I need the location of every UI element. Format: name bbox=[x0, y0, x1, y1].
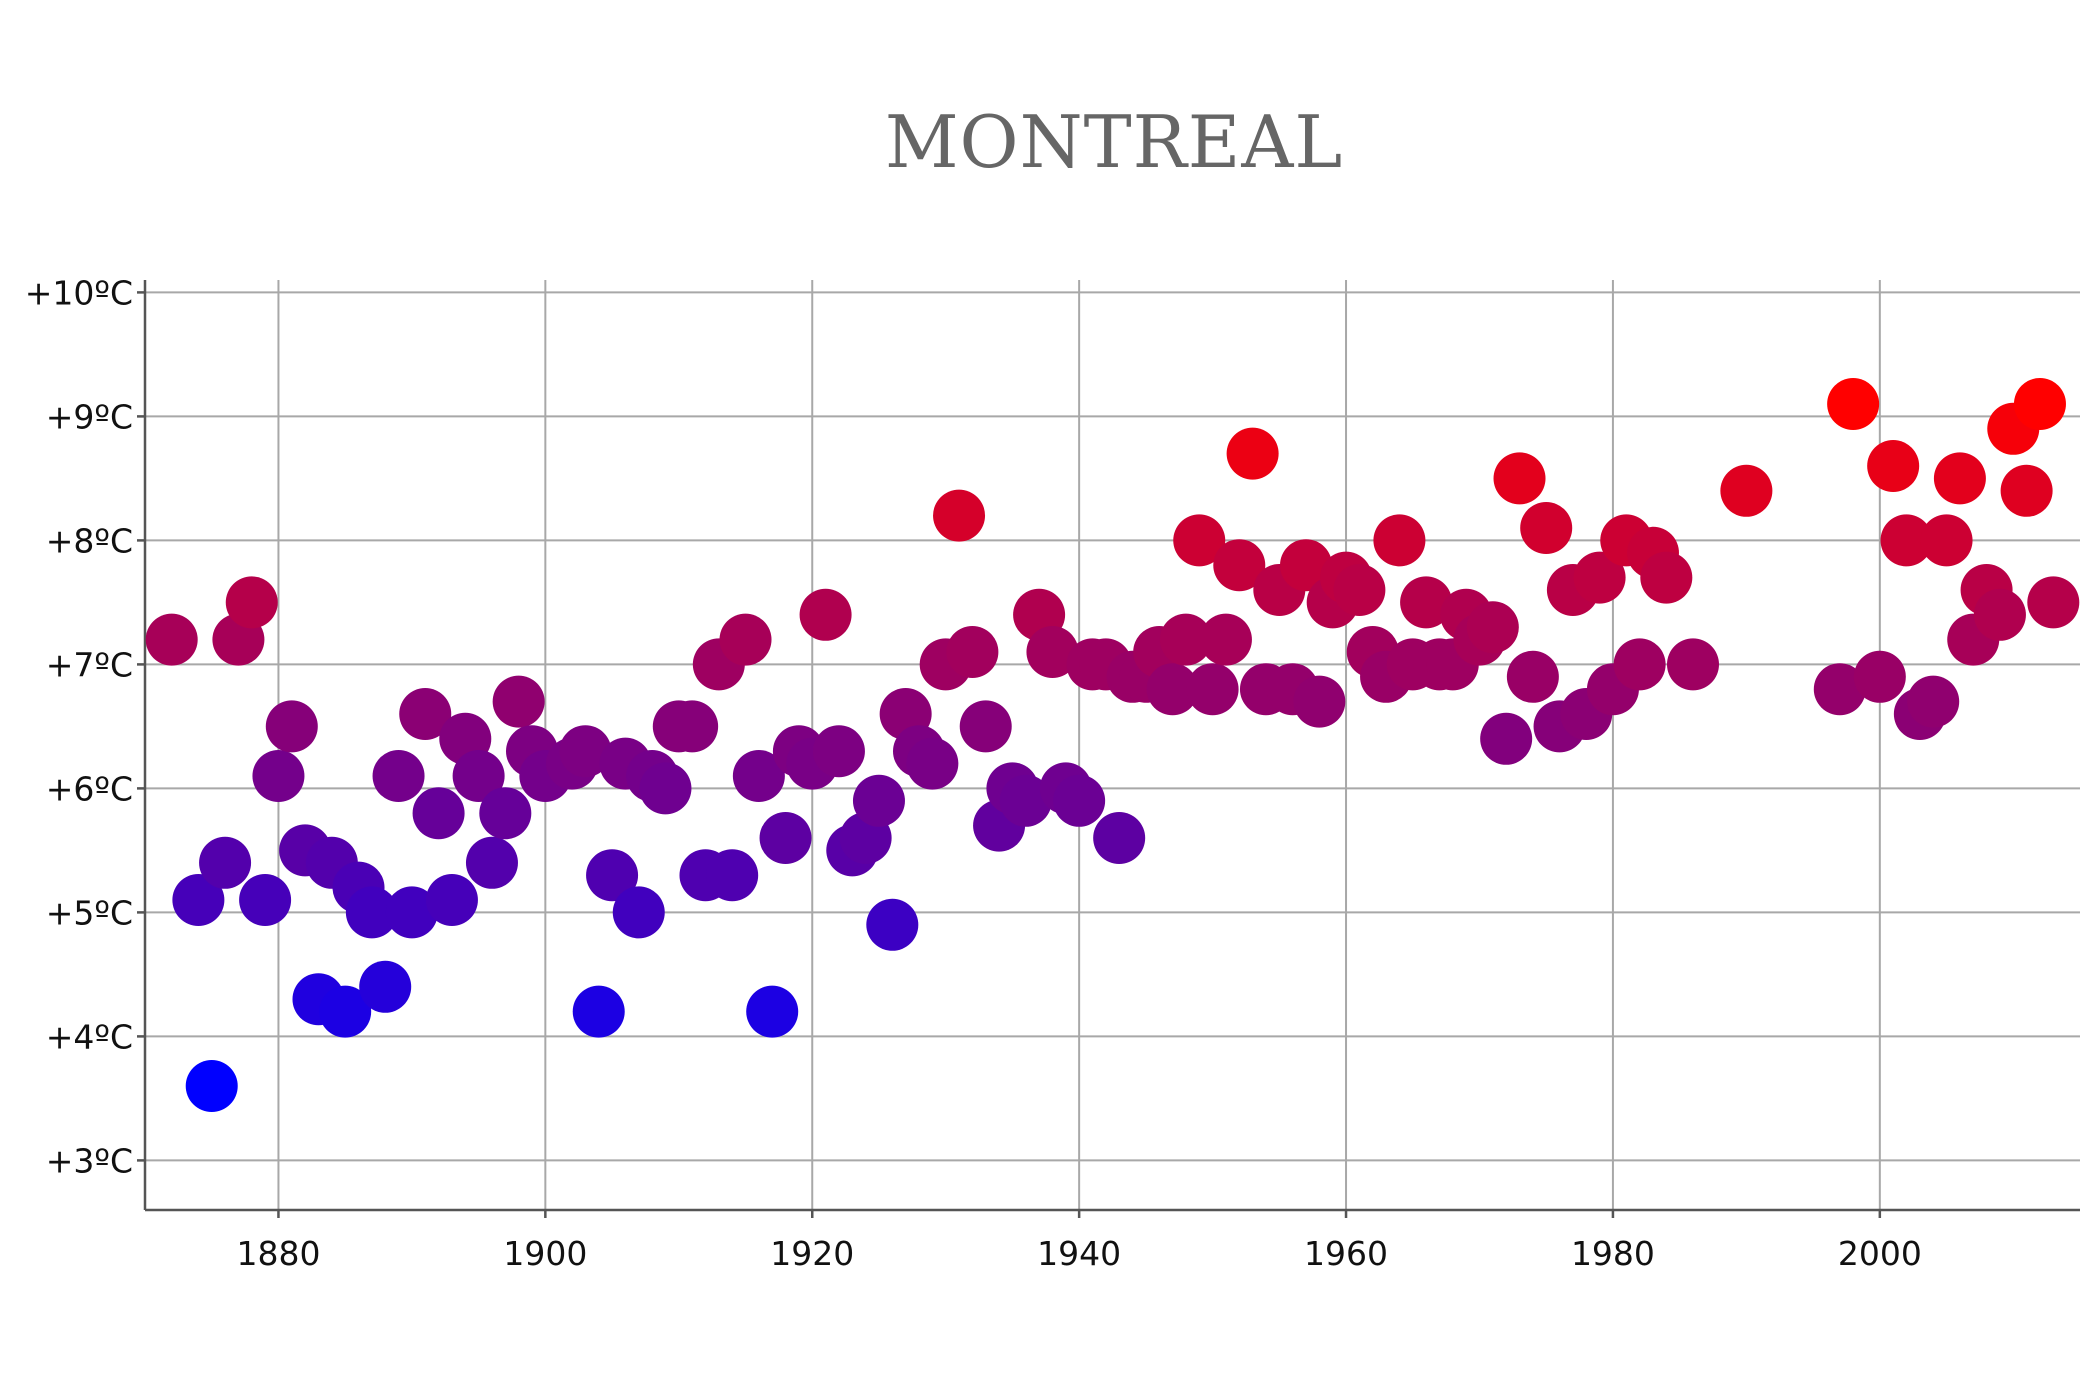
y-tick-label: +6ºC bbox=[46, 769, 133, 808]
data-point bbox=[666, 700, 719, 753]
data-point bbox=[1827, 378, 1880, 430]
data-point bbox=[612, 886, 665, 939]
data-point bbox=[319, 985, 372, 1038]
y-tick-label: +9ºC bbox=[46, 397, 133, 436]
data-point bbox=[1199, 613, 1252, 666]
data-point bbox=[639, 762, 692, 815]
data-point bbox=[1373, 514, 1426, 567]
data-point bbox=[265, 700, 318, 753]
data-point bbox=[399, 688, 452, 740]
data-point bbox=[719, 613, 772, 666]
y-tick-label: +3ºC bbox=[46, 1141, 133, 1180]
data-point bbox=[1667, 638, 1719, 691]
y-tick-label: +5ºC bbox=[46, 893, 133, 932]
x-tick-label: 2000 bbox=[1838, 1234, 1922, 1273]
grid bbox=[145, 280, 2080, 1210]
data-point bbox=[1813, 663, 1866, 716]
y-tick-label: +7ºC bbox=[46, 645, 133, 684]
data-point bbox=[1053, 774, 1106, 827]
data-point bbox=[572, 985, 625, 1038]
data-point bbox=[1400, 576, 1453, 629]
data-point bbox=[1493, 452, 1546, 505]
data-point bbox=[1973, 588, 2026, 641]
data-point bbox=[999, 774, 1052, 827]
data-point bbox=[1520, 502, 1573, 554]
data-point bbox=[1613, 638, 1666, 691]
data-point bbox=[706, 849, 759, 902]
data-point bbox=[852, 774, 905, 827]
chart-title: MONTREAL bbox=[884, 100, 1344, 184]
data-point bbox=[746, 985, 799, 1038]
data-point bbox=[812, 725, 865, 778]
data-point bbox=[465, 836, 518, 889]
data-point bbox=[372, 750, 425, 802]
tick-labels: +3ºC +4ºC +5ºC +6ºC +7ºC +8ºC +9ºC +10ºC 1880 190… bbox=[25, 273, 1922, 1273]
data-point bbox=[732, 750, 785, 802]
data-point bbox=[1640, 551, 1693, 604]
data-point bbox=[559, 725, 612, 778]
data-point bbox=[1146, 663, 1199, 716]
data-point bbox=[1907, 675, 1960, 728]
data-point bbox=[1880, 514, 1933, 567]
data-point bbox=[2027, 576, 2080, 629]
data-point bbox=[225, 576, 278, 629]
data-point bbox=[1026, 626, 1079, 678]
data-point bbox=[239, 874, 292, 926]
data-point bbox=[1933, 452, 1986, 505]
data-point bbox=[1226, 427, 1279, 480]
data-point bbox=[1867, 440, 1920, 492]
data-point bbox=[1159, 613, 1212, 666]
data-point bbox=[1213, 539, 1266, 592]
data-point bbox=[1466, 601, 1519, 654]
data-point bbox=[1506, 650, 1559, 703]
data-point bbox=[452, 750, 505, 802]
data-point bbox=[759, 812, 812, 864]
data-point bbox=[492, 675, 545, 728]
data-point bbox=[479, 787, 532, 840]
data-point bbox=[1720, 464, 1773, 517]
y-tick-label: +10ºC bbox=[25, 273, 133, 312]
data-point bbox=[345, 886, 398, 939]
data-point bbox=[385, 886, 438, 939]
data-point bbox=[199, 836, 252, 889]
data-point bbox=[799, 588, 852, 641]
data-point bbox=[586, 849, 639, 902]
data-point bbox=[425, 874, 478, 926]
x-tick-label: 1960 bbox=[1304, 1234, 1388, 1273]
x-tick-label: 1900 bbox=[503, 1234, 587, 1273]
data-point bbox=[1186, 663, 1239, 716]
data-point bbox=[359, 960, 412, 1013]
data-point bbox=[1280, 539, 1332, 592]
data-point bbox=[252, 750, 305, 802]
data-point bbox=[1333, 564, 1386, 616]
data-point bbox=[2000, 464, 2053, 517]
y-tick-label: +4ºC bbox=[46, 1017, 133, 1056]
data-point bbox=[185, 1060, 238, 1112]
data-point bbox=[412, 787, 465, 840]
data-point bbox=[1573, 551, 1626, 604]
data-point bbox=[866, 898, 919, 951]
x-tick-label: 1980 bbox=[1571, 1234, 1655, 1273]
data-point bbox=[933, 489, 986, 542]
data-point bbox=[946, 626, 999, 678]
data-point bbox=[145, 613, 198, 666]
y-tick-label: +8ºC bbox=[46, 521, 133, 560]
data-point bbox=[906, 737, 959, 790]
data-point bbox=[1173, 514, 1226, 567]
x-tick-label: 1920 bbox=[770, 1234, 854, 1273]
data-point bbox=[172, 874, 225, 926]
data-points bbox=[145, 378, 2080, 1112]
x-tick-label: 1940 bbox=[1037, 1234, 1121, 1273]
data-point bbox=[1093, 812, 1146, 864]
data-point bbox=[959, 700, 1012, 753]
data-point bbox=[2013, 378, 2066, 430]
x-tick-label: 1880 bbox=[236, 1234, 320, 1273]
data-point bbox=[1480, 712, 1533, 765]
data-point bbox=[1853, 650, 1906, 703]
data-point bbox=[1920, 514, 1973, 567]
axes bbox=[137, 280, 2080, 1218]
data-point bbox=[1293, 675, 1346, 728]
